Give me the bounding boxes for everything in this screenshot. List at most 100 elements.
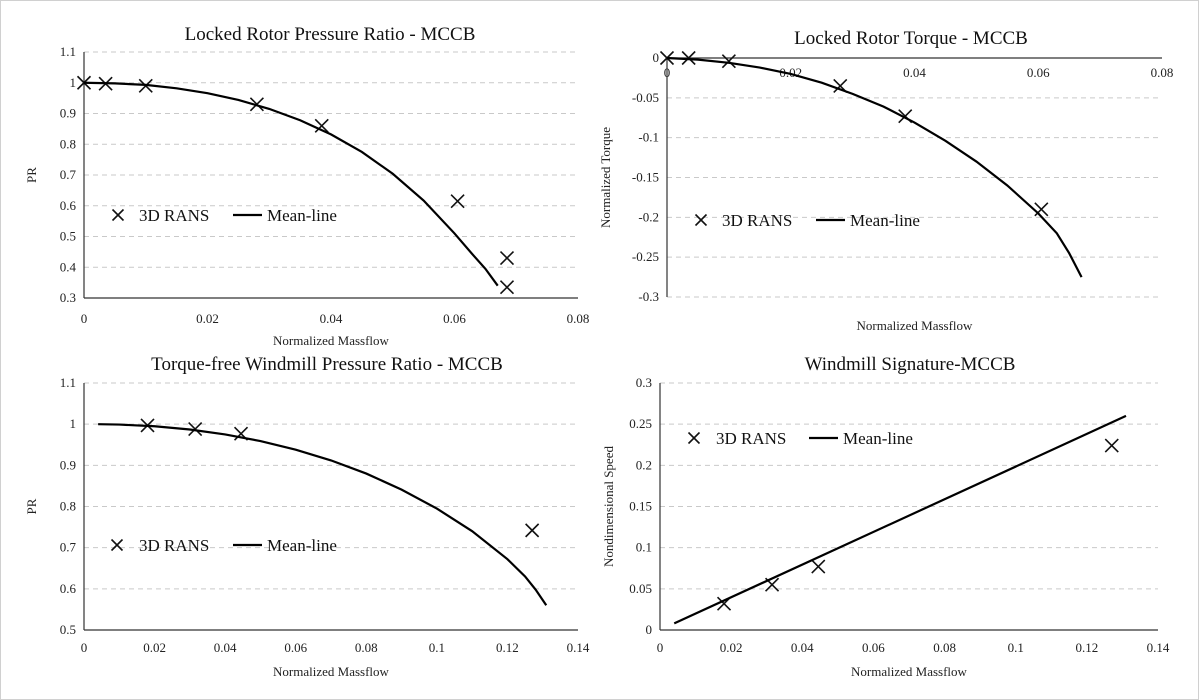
legend: 3D RANS Mean-line bbox=[687, 429, 913, 448]
x-tick-label: 0.04 bbox=[903, 65, 926, 80]
x-tick-label: 0.02 bbox=[720, 640, 743, 655]
chart-pr_windmill: 0.5 0.6 0.7 0.8 0.9 1 1.1 0 0.02 0.04 0.06 0.08 0.1 0… bbox=[24, 354, 590, 679]
legend-label-mean-line: Mean-line bbox=[267, 536, 337, 555]
legend: 3D RANS Mean-line bbox=[111, 206, 337, 225]
x-tick-label: 0.1 bbox=[1008, 640, 1024, 655]
y-axis-label: PR bbox=[24, 167, 39, 183]
y-tick-label: -0.2 bbox=[638, 209, 659, 224]
y-tick-label: -0.05 bbox=[632, 90, 659, 105]
legend-label-3d-rans: 3D RANS bbox=[139, 536, 209, 555]
rans-point bbox=[314, 118, 329, 133]
rans-point bbox=[1104, 438, 1119, 453]
y-tick-label: -0.25 bbox=[632, 249, 659, 264]
y-axis-label: PR bbox=[24, 498, 39, 514]
y-tick-label: 0.9 bbox=[60, 106, 76, 121]
chart-title: Locked Rotor Pressure Ratio - MCCB bbox=[185, 24, 476, 45]
rans-point bbox=[525, 523, 540, 538]
y-tick-label: 1.1 bbox=[60, 375, 76, 390]
legend-marker-3d-rans bbox=[110, 538, 124, 552]
x-tick-label: 0.12 bbox=[496, 640, 519, 655]
y-tick-label: 0.8 bbox=[60, 499, 76, 514]
x-tick-label: 0.1 bbox=[429, 640, 445, 655]
y-tick-label: 1 bbox=[70, 416, 77, 431]
legend-label-mean-line: Mean-line bbox=[843, 429, 913, 448]
x-tick-label: 0.06 bbox=[443, 311, 466, 326]
y-tick-label: 0.8 bbox=[60, 136, 76, 151]
legend: 3D RANS Mean-line bbox=[694, 211, 920, 230]
legend-label-3d-rans: 3D RANS bbox=[722, 211, 792, 230]
x-tick-label: 0.06 bbox=[284, 640, 307, 655]
x-tick-label: 0.04 bbox=[214, 640, 237, 655]
x-tick-label: 0 bbox=[81, 311, 88, 326]
legend-label-3d-rans: 3D RANS bbox=[139, 206, 209, 225]
x-tick-label: 0.12 bbox=[1075, 640, 1098, 655]
chart-windmill_signature: 0 0.05 0.1 0.15 0.2 0.25 0.3 0 0.02 0.04 0.06 0.08 0… bbox=[601, 354, 1170, 679]
x-axis-label: Normalized Massflow bbox=[273, 333, 390, 348]
y-tick-label: 0.6 bbox=[60, 581, 77, 596]
y-tick-label: 0.3 bbox=[636, 375, 652, 390]
x-tick-label: 0 bbox=[657, 640, 664, 655]
rans-point bbox=[188, 422, 203, 437]
chart-torque_locked: 0-0.05-0.1-0.15-0.2-0.25-0.30 0.02 0.04 0.0… bbox=[598, 28, 1173, 333]
x-axis-label: Normalized Massflow bbox=[857, 318, 974, 333]
x-tick-label: 0 bbox=[664, 65, 671, 80]
x-tick-label: 0.08 bbox=[567, 311, 590, 326]
y-tick-label: -0.3 bbox=[638, 289, 659, 304]
y-tick-label: 0.15 bbox=[629, 499, 652, 514]
x-tick-label: 0.06 bbox=[862, 640, 885, 655]
mean-line-series bbox=[98, 423, 548, 606]
y-tick-label: 1 bbox=[70, 75, 77, 90]
chart-title: Torque-free Windmill Pressure Ratio - MC… bbox=[151, 354, 503, 375]
x-tick-label: 0.14 bbox=[1147, 640, 1170, 655]
rans-point bbox=[450, 194, 465, 209]
mean-line-series bbox=[673, 414, 1127, 625]
legend-marker-3d-rans bbox=[111, 208, 125, 222]
x-axis-label: Normalized Massflow bbox=[273, 664, 390, 679]
y-tick-label: 0.2 bbox=[636, 457, 652, 472]
y-tick-label: 0.7 bbox=[60, 167, 77, 182]
mean-line-series bbox=[83, 81, 499, 287]
x-tick-label: 0.04 bbox=[320, 311, 343, 326]
x-tick-label: 0.04 bbox=[791, 640, 814, 655]
x-tick-label: 0.02 bbox=[196, 311, 219, 326]
x-tick-label: 0.08 bbox=[355, 640, 378, 655]
y-tick-label: 0.05 bbox=[629, 581, 652, 596]
y-tick-label: 0.25 bbox=[629, 416, 652, 431]
y-tick-label: -0.15 bbox=[632, 170, 659, 185]
x-axis-label: Normalized Massflow bbox=[851, 664, 968, 679]
y-tick-label: 0.3 bbox=[60, 290, 76, 305]
y-tick-label: 1.1 bbox=[60, 44, 76, 59]
rans-point bbox=[811, 559, 826, 574]
y-tick-label: 0 bbox=[653, 50, 660, 65]
x-tick-label: 0.08 bbox=[1151, 65, 1174, 80]
chart-title: Locked Rotor Torque - MCCB bbox=[794, 28, 1028, 49]
legend: 3D RANS Mean-line bbox=[110, 536, 337, 555]
rans-point bbox=[681, 50, 696, 66]
y-axis-label: Normalized Torque bbox=[598, 127, 613, 228]
y-tick-label: -0.1 bbox=[638, 130, 659, 145]
mean-line-series bbox=[666, 56, 1083, 278]
x-tick-label: 0.08 bbox=[933, 640, 956, 655]
chart-title: Windmill Signature-MCCB bbox=[805, 354, 1016, 375]
x-tick-label: 0.06 bbox=[1027, 65, 1050, 80]
rans-point bbox=[721, 54, 736, 69]
chart-pr_locked: 0.3 0.4 0.5 0.6 0.7 0.8 0.9 1 1.1 0 0.02 0.04 0.06 0.… bbox=[24, 24, 589, 348]
y-tick-label: 0.9 bbox=[60, 457, 76, 472]
legend-marker-3d-rans bbox=[694, 213, 708, 227]
x-tick-label: 0 bbox=[81, 640, 88, 655]
legend-marker-3d-rans bbox=[687, 431, 701, 445]
y-tick-label: 0.5 bbox=[60, 622, 76, 637]
legend-label-mean-line: Mean-line bbox=[850, 211, 920, 230]
y-tick-label: 0.5 bbox=[60, 229, 76, 244]
rans-point bbox=[499, 280, 515, 295]
x-tick-label: 0.14 bbox=[567, 640, 590, 655]
legend-label-3d-rans: 3D RANS bbox=[716, 429, 786, 448]
y-tick-label: 0.4 bbox=[60, 259, 77, 274]
rans-point bbox=[499, 250, 515, 266]
y-tick-label: 0 bbox=[646, 622, 653, 637]
y-tick-label: 0.6 bbox=[60, 198, 77, 213]
legend-label-mean-line: Mean-line bbox=[267, 206, 337, 225]
y-tick-label: 0.7 bbox=[60, 540, 77, 555]
y-axis-label: Nondimensional Speed bbox=[601, 446, 616, 567]
